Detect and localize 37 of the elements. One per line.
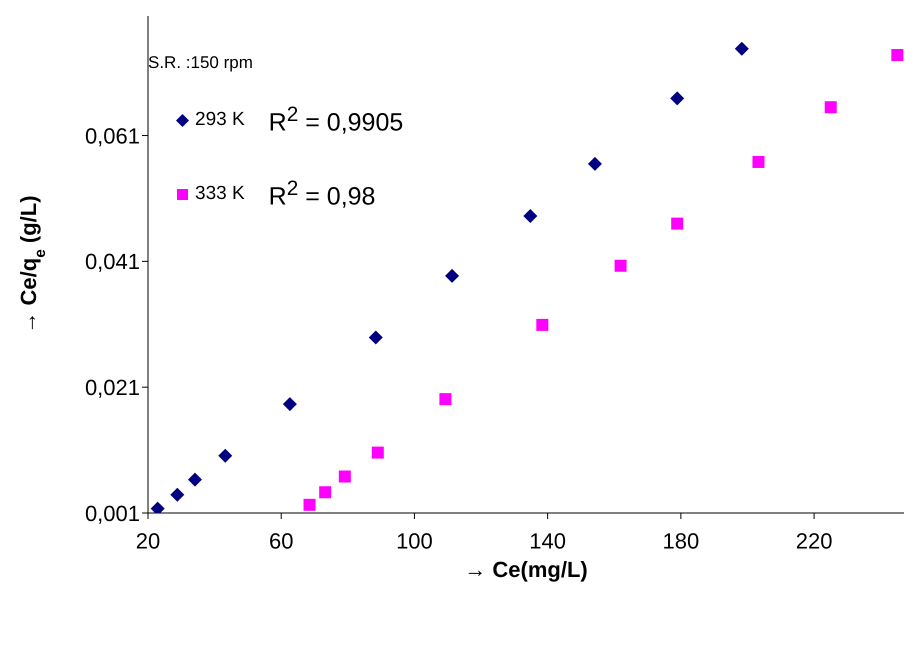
point	[368, 330, 383, 344]
point	[338, 470, 351, 483]
y-tick-label: 0,021	[84, 374, 140, 400]
y-tick-label: 0,001	[84, 500, 140, 526]
x-tick-label: 20	[136, 528, 160, 554]
point	[734, 42, 749, 56]
x-tick-label: 180	[662, 528, 700, 554]
point	[536, 318, 548, 331]
point	[218, 448, 232, 463]
x-tick-label: 140	[529, 528, 566, 554]
x-axis-title: → Ce(mg/L)	[464, 557, 588, 582]
annotation: R$^{2}$ = 0,98	[268, 177, 376, 212]
point	[170, 488, 184, 502]
point	[752, 156, 764, 168]
legend-label: 333 K	[195, 183, 245, 206]
point	[588, 156, 602, 171]
annotation: S.R. :150 rpm	[148, 53, 253, 73]
point	[282, 397, 297, 412]
point	[188, 472, 202, 487]
x-tick-label: 220	[796, 528, 832, 554]
point	[824, 101, 837, 114]
y-tick-label: 0,061	[84, 123, 140, 148]
x-tick-label: 60	[268, 528, 294, 554]
point	[523, 209, 538, 224]
point	[439, 393, 452, 406]
x-tick-label: 100	[396, 528, 433, 554]
point	[614, 260, 627, 272]
point	[372, 446, 384, 459]
point	[319, 486, 332, 498]
legend-label: 293 K	[195, 109, 245, 132]
y-tick-label: 0,041	[84, 249, 140, 274]
point	[671, 218, 684, 230]
point	[670, 91, 684, 106]
point	[891, 49, 904, 62]
annotation: R$^{2}$ = 0,9905	[268, 103, 404, 138]
point	[304, 498, 316, 511]
point	[445, 268, 460, 283]
